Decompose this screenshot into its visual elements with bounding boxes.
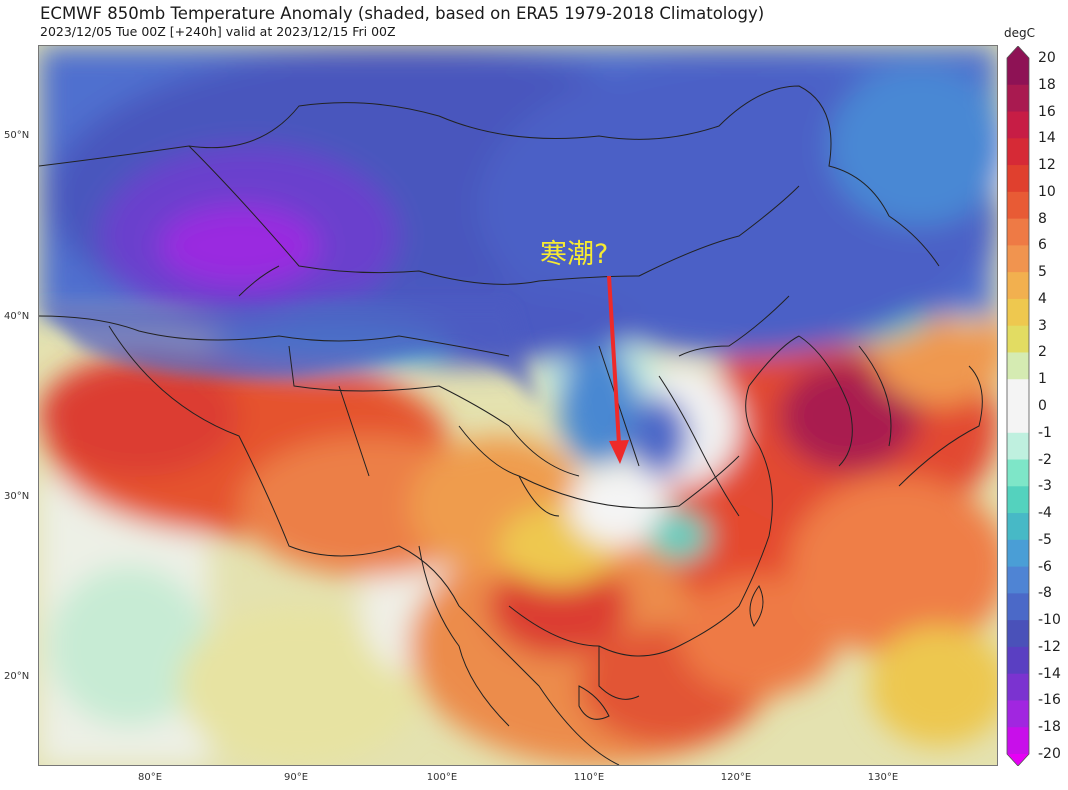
lon-label-80e: 80°E [137,772,163,783]
colorbar-tick-label: 2 [1038,344,1047,361]
colorbar [1006,46,1030,766]
colorbar-segment [1007,138,1029,166]
colorbar-tick-label: 0 [1038,398,1047,414]
colorbar-tick-label: -12 [1038,638,1061,655]
colorbar-segment [1007,58,1029,86]
colorbar-segment [1007,432,1029,461]
colorbar-tick-label: 14 [1038,130,1056,147]
colorbar-segment [1007,700,1029,728]
colorbar-segment [1007,325,1029,354]
temperature-anomaly-map [39,46,997,765]
colorbar-tick-label: 1 [1038,371,1047,388]
boundary-lines [39,85,983,765]
colorbar-tick-label: -6 [1038,558,1052,575]
lon-label-100e: 100°E [426,772,458,783]
cold-front-band [39,306,539,406]
lon-label-130e: 130°E [867,772,899,783]
lat-label-30n: 30°N [4,491,30,502]
colorbar-tick-label: 12 [1038,157,1056,174]
colorbar-segment [1007,620,1029,648]
colorbar-segment [1007,566,1029,594]
colorbar-tick-label: -1 [1038,424,1052,441]
colorbar-tick-label: -5 [1038,531,1052,548]
colorbar-tick-label: 4 [1038,290,1047,307]
colorbar-segment [1007,111,1029,139]
colorbar-segment [1007,593,1029,621]
lat-label-20n: 20°N [4,671,30,682]
colorbar-segment [1007,218,1029,246]
colorbar-tick-label: -4 [1038,505,1052,522]
lon-label-110e: 110°E [573,772,605,783]
colorbar-segment [1007,727,1029,755]
lat-label-50n: 50°N [4,130,30,141]
colorbar-segment [1007,513,1029,541]
colorbar-tick-label: -20 [1038,746,1061,762]
colorbar-tick-label: -8 [1038,585,1052,602]
colorbar-segment [1007,379,1029,407]
colorbar-segment [1007,352,1029,380]
colorbar-tick-label: -14 [1038,665,1061,682]
lon-label-120e: 120°E [720,772,752,783]
lon-label-90e: 90°E [283,772,309,783]
colorbar-segment [1007,298,1029,327]
colorbar-segment [1007,191,1029,220]
colorbar-tick-label: -3 [1038,478,1052,495]
colorbar-tick-label: 16 [1038,103,1056,120]
colorbar-segment [1007,539,1029,568]
colorbar-segment [1007,459,1029,487]
colorbar-unit: degC [1004,26,1035,40]
colorbar-tick-label: 6 [1038,237,1047,254]
colorbar-tick-label: 8 [1038,210,1047,227]
chart-subtitle: 2023/12/05 Tue 00Z [+240h] valid at 2023… [40,24,396,39]
colorbar-tick-label: -2 [1038,451,1052,468]
colorbar-tick-label: 10 [1038,183,1056,200]
colorbar-top-extension [1007,46,1029,58]
map-panel [38,45,998,766]
colorbar-segment [1007,165,1029,193]
cold-wave-arrow [607,275,629,464]
colorbar-outline [1006,46,1030,766]
colorbar-tick-label: -16 [1038,692,1061,709]
colorbar-segment [1007,646,1029,675]
colorbar-bottom-extension [1007,754,1029,766]
cold-wave-annotation: 寒潮? [540,239,609,270]
colorbar-segment [1007,406,1029,434]
chart-title: ECMWF 850mb Temperature Anomaly (shaded,… [40,4,765,23]
colorbar-segment [1007,486,1029,514]
lat-label-40n: 40°N [4,311,30,322]
colorbar-tick-label: 20 [1038,50,1056,66]
colorbar-tick-label: 18 [1038,76,1056,93]
colorbar-tick-label: -18 [1038,719,1061,736]
colorbar-segment [1007,245,1029,273]
colorbar-tick-label: 3 [1038,317,1047,334]
colorbar-segment [1007,673,1029,702]
colorbar-tick-label: -10 [1038,612,1061,629]
colorbar-segment [1007,272,1029,300]
colorbar-segment [1007,84,1029,113]
colorbar-tick-label: 5 [1038,264,1047,281]
